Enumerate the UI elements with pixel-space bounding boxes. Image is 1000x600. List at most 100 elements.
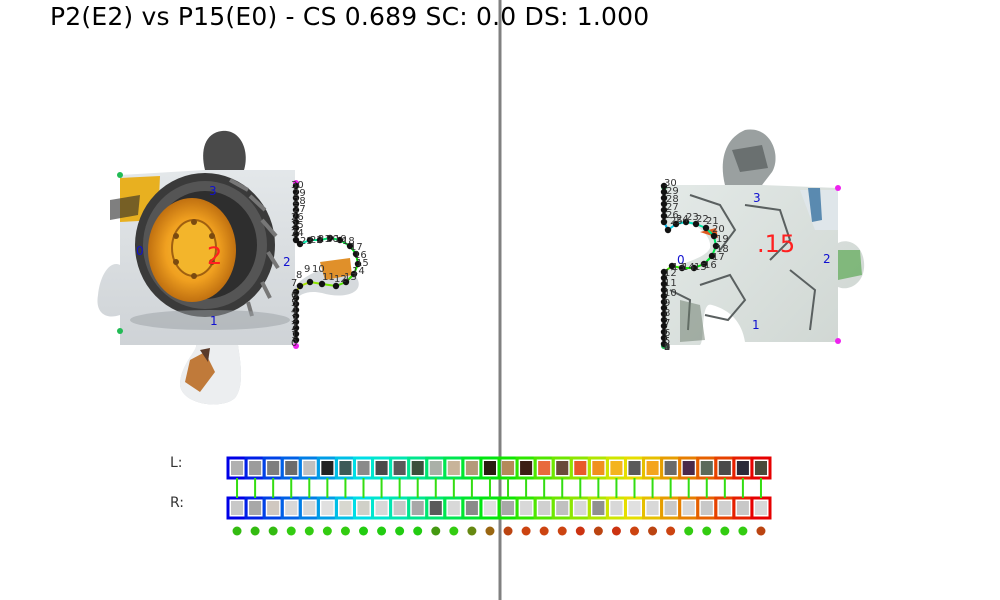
contour-number: 24 (291, 228, 304, 239)
contour-point (306, 278, 314, 286)
match-title: P2(E2) vs P15(E0) - CS 0.689 SC: 0.0 DS:… (50, 2, 650, 31)
strip-L-cell (321, 461, 334, 475)
strip-R-cell (483, 501, 496, 515)
contour-point (660, 182, 668, 190)
contour-number: 10 (312, 264, 325, 275)
strip-R-cell (664, 501, 677, 515)
contour-point (660, 200, 668, 208)
match-dot (720, 526, 730, 536)
match-dot (485, 526, 495, 536)
contour-point (660, 298, 668, 306)
contour-number: 21 (706, 216, 719, 227)
contour-point (292, 212, 300, 220)
strip-L-cell (303, 461, 316, 475)
match-dot (539, 526, 549, 536)
strip-L-cell (285, 461, 298, 475)
contour-number: 17 (712, 252, 725, 263)
contour-number: 20 (326, 234, 339, 245)
contour-point (292, 288, 300, 296)
match-dot (395, 526, 405, 536)
contour-number: 18 (342, 236, 355, 247)
match-dot (684, 526, 694, 536)
strip-R-cell (429, 501, 442, 515)
contour-point (350, 270, 358, 278)
contour-point (660, 328, 668, 336)
right-edge-label-3: 3 (753, 191, 761, 205)
strip-R-cell (520, 501, 533, 515)
strip-R-cell (267, 501, 280, 515)
contour-number: 26 (291, 212, 304, 223)
match-dot (449, 526, 459, 536)
contour-point (292, 294, 300, 302)
strip-L-cell (339, 461, 352, 475)
contour-number: 19 (334, 234, 347, 245)
contour-point (660, 218, 668, 226)
right-contour: 3029282726252423222120191817161514131211… (660, 178, 729, 353)
contour-point (660, 322, 668, 330)
match-dot (268, 526, 278, 536)
strip-R-cell (592, 501, 605, 515)
strip-L-cell (664, 461, 677, 475)
contour-point (672, 220, 680, 228)
contour-number: 9 (664, 298, 670, 309)
strip-R-cell (249, 501, 262, 515)
right-edge-label-2: 2 (823, 252, 831, 266)
strip-R-cell (754, 501, 767, 515)
contour-number: 8 (664, 308, 670, 319)
contour-number: 16 (704, 260, 717, 271)
contour-number: 24 (676, 214, 689, 225)
right-piece-id: .15 (757, 230, 795, 258)
contour-number: 6 (664, 328, 670, 339)
contour-number: 25 (670, 216, 683, 227)
strip-L-cell (628, 461, 641, 475)
contour-point (292, 194, 300, 202)
strip-L-cell (574, 461, 587, 475)
contour-point (692, 220, 700, 228)
contour-number: 26 (666, 210, 679, 221)
contour-point (332, 282, 340, 290)
match-dot (593, 526, 603, 536)
contour-point (660, 206, 668, 214)
match-dot (756, 526, 766, 536)
contour-point (700, 260, 708, 268)
color-strips (226, 456, 772, 520)
left-piece-id: 2 (207, 242, 222, 270)
contour-number: 1 (291, 330, 297, 341)
contour-point (292, 300, 300, 308)
contour-number: 14 (682, 262, 695, 273)
contour-point (660, 286, 668, 294)
contour-point (346, 242, 354, 250)
contour-number: 17 (350, 242, 363, 253)
contour-number: 15 (356, 258, 369, 269)
strip-label-left: L: (170, 455, 183, 471)
contour-point (660, 340, 668, 348)
contour-number: 23 (300, 236, 313, 247)
contour-point (664, 226, 672, 234)
contour-point (660, 274, 668, 282)
match-dot (738, 526, 748, 536)
contour-point (292, 312, 300, 320)
strip-R-cell (231, 501, 244, 515)
contour-point (702, 224, 710, 232)
contour-number: 3 (664, 342, 670, 353)
contour-point (660, 304, 668, 312)
left-edge-label-2: 2 (283, 255, 291, 269)
contour-point (682, 218, 690, 226)
right-edge-label-1: 1 (752, 318, 760, 332)
strip-L-cell (502, 461, 515, 475)
match-dot (322, 526, 332, 536)
contour-number: 12 (334, 274, 347, 285)
strip-R-cell (610, 501, 623, 515)
contour-number: 13 (672, 262, 685, 273)
strip-L-cell (646, 461, 659, 475)
contour-number: 25 (291, 220, 304, 231)
strip-R-cell (628, 501, 641, 515)
match-dot (648, 526, 658, 536)
contour-point (296, 282, 304, 290)
left-piece: 0 1 2 3 2 302928272625242322212019181716… (97, 130, 369, 405)
contour-point (296, 240, 304, 248)
contour-number: 0 (664, 342, 670, 353)
contour-point (292, 306, 300, 314)
contour-point (712, 242, 720, 250)
